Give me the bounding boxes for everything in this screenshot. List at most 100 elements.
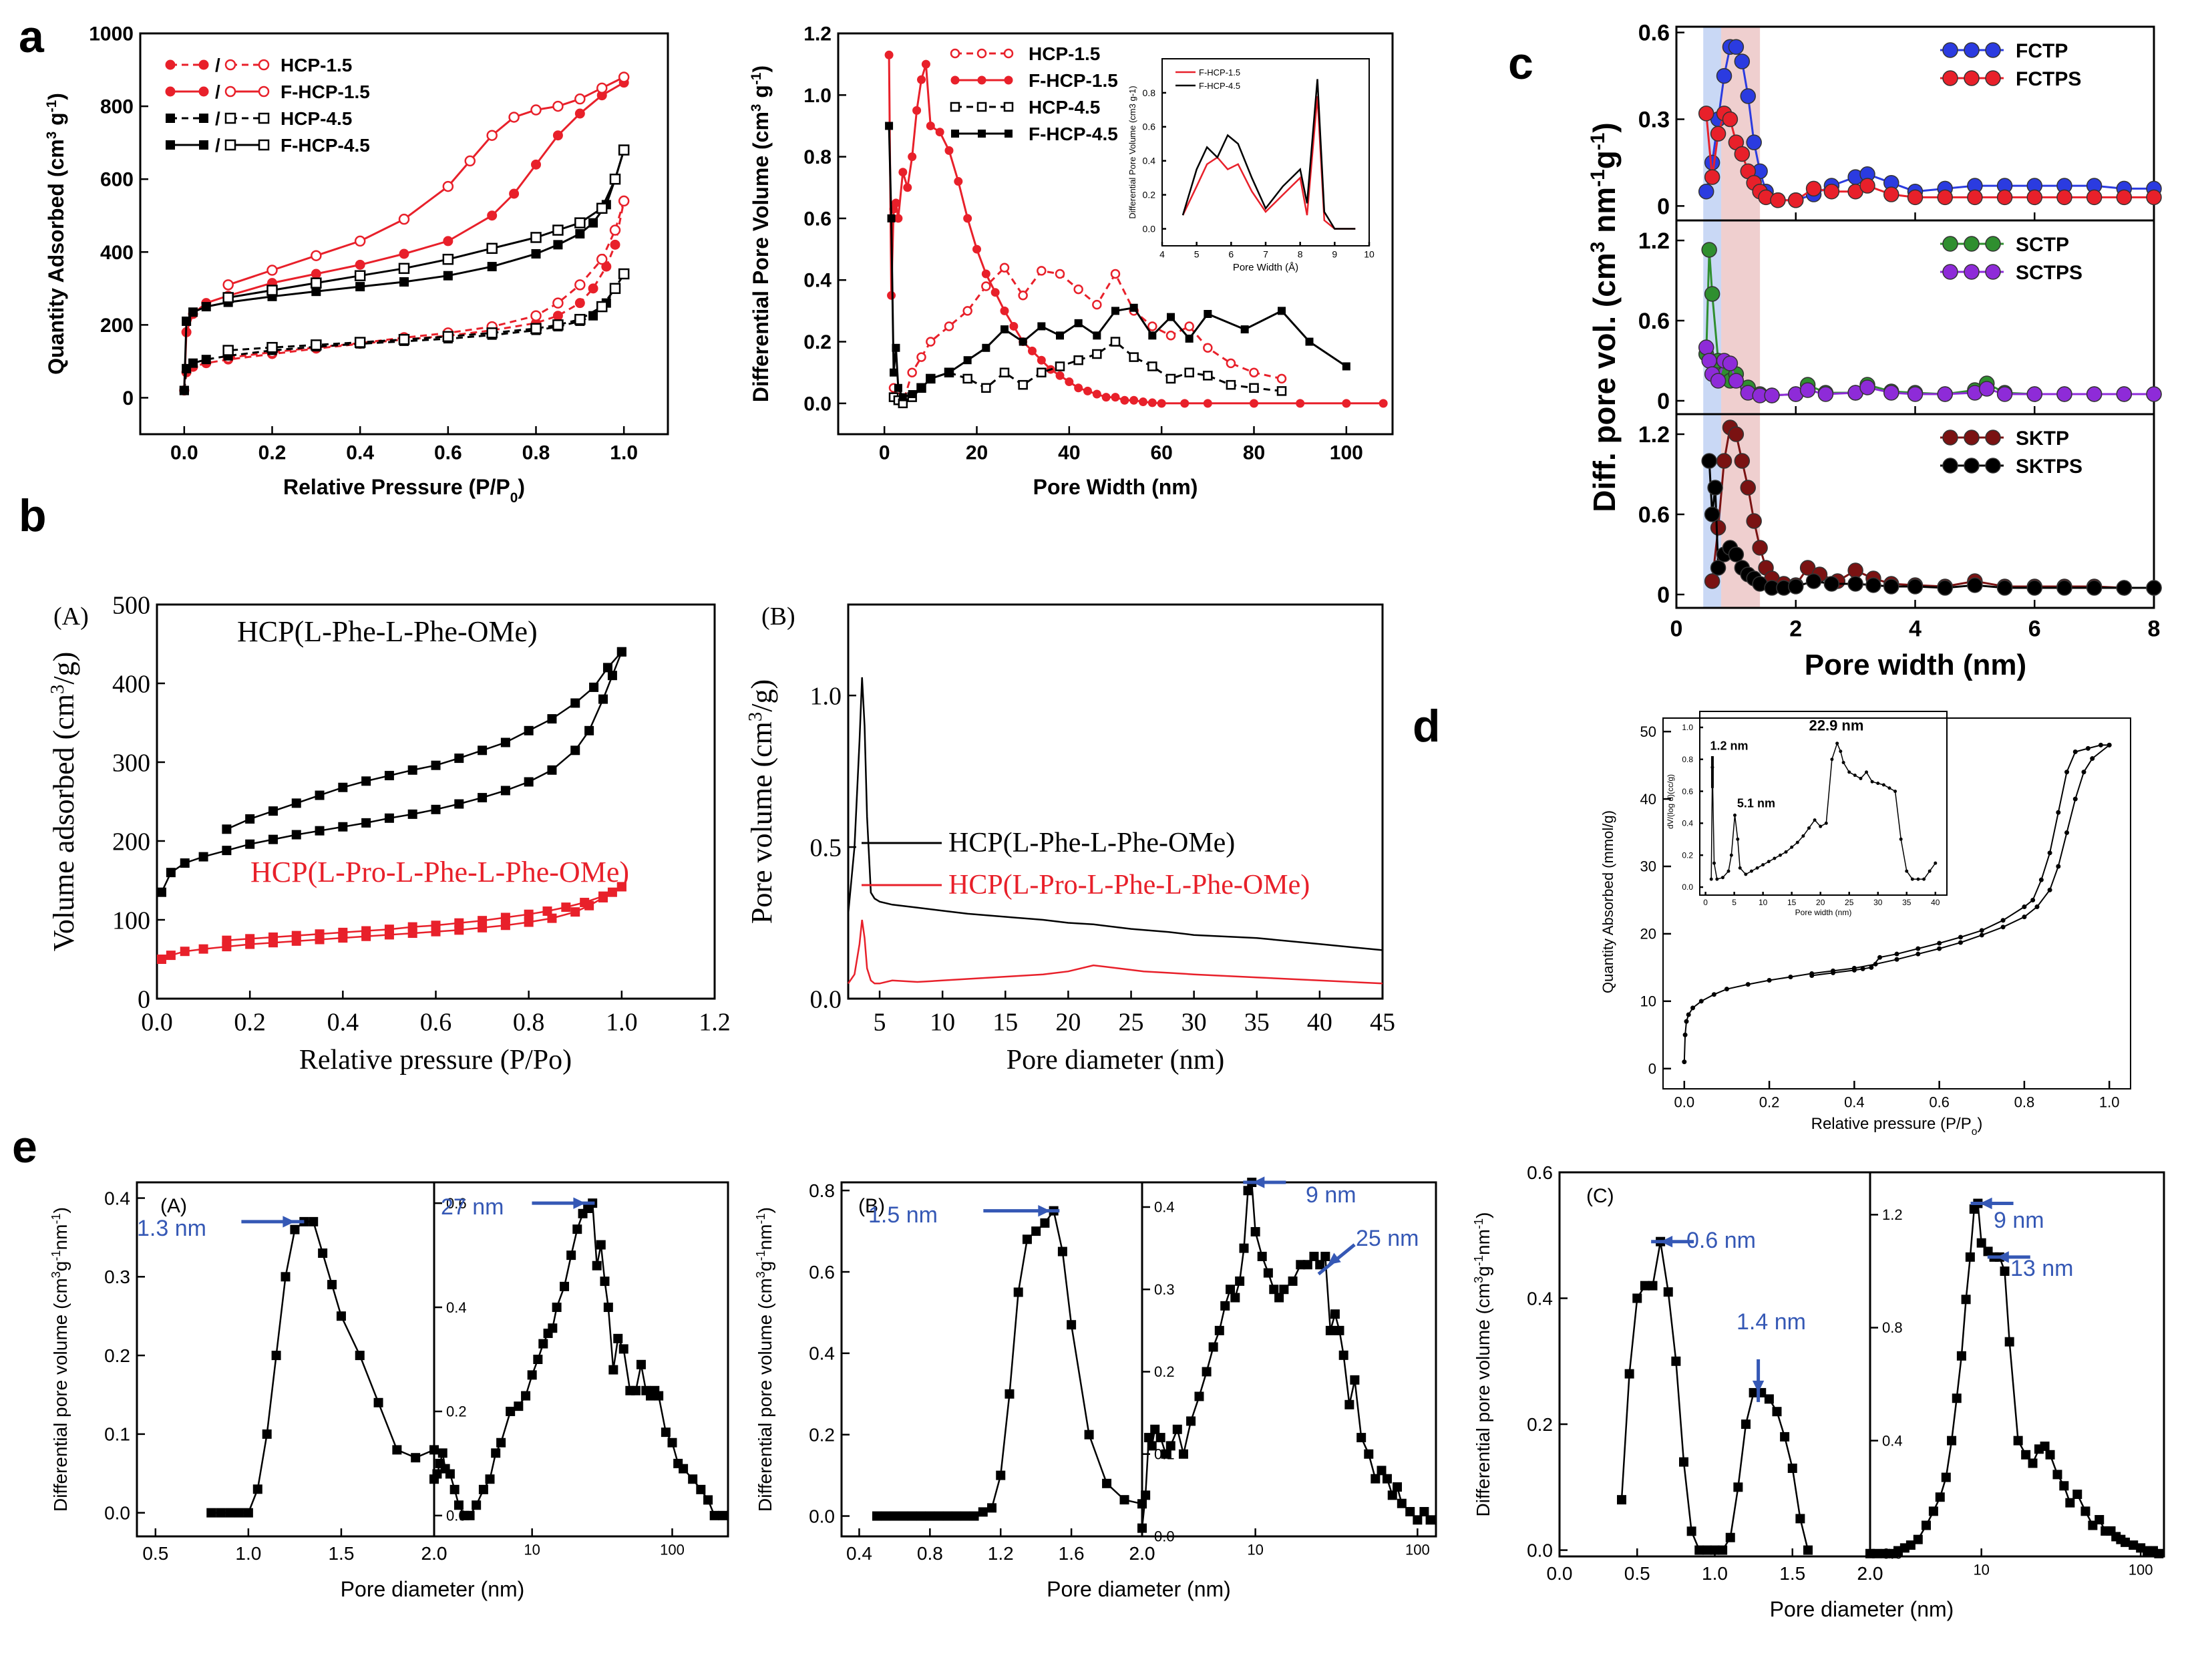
label-part: 3 (749, 104, 764, 112)
data-point (1240, 325, 1249, 334)
data-point (1726, 869, 1730, 873)
data-point (1425, 1515, 1435, 1525)
data-point (1795, 840, 1799, 844)
data-point (574, 108, 585, 119)
data-point (1956, 1351, 1966, 1361)
x-tick-label: 35 (1244, 1009, 1270, 1037)
label-part: ) (1473, 1212, 1493, 1218)
y-tick-label: 0.6 (446, 1195, 467, 1212)
y-tick-label: 20 (1640, 926, 1656, 943)
data-point (1801, 834, 1805, 838)
x-tick-label: 0.6 (1929, 1094, 1950, 1111)
data-point (1881, 783, 1885, 787)
series-line-f-hcp-4-5 (888, 126, 1347, 399)
data-point (1073, 355, 1083, 365)
label-part: -1 (44, 100, 59, 113)
data-point (2056, 864, 2061, 869)
data-point (580, 898, 590, 908)
data-point (1716, 67, 1733, 84)
data-point (2056, 580, 2072, 596)
y-tick-label: 1.2 (1882, 1206, 1903, 1223)
data-point (1745, 982, 1751, 987)
data-point (1871, 1548, 1881, 1558)
label-part: Relative pressure (P/P (1811, 1115, 1972, 1133)
legend-marker (1964, 458, 1980, 474)
annotation-label: 1.3 nm (137, 1216, 206, 1241)
plot-frame (1869, 1171, 2165, 1558)
x-tick-label: 45 (1370, 1009, 1395, 1037)
annotation: 22.9 nm (1809, 717, 1863, 734)
data-point (290, 1224, 300, 1234)
data-point (608, 1365, 618, 1375)
series-label: HCP(L-Pro-L-Phe-L-Phe-OMe) (250, 856, 629, 888)
annotation-label: 1.4 nm (1737, 1309, 1806, 1335)
data-point (454, 799, 464, 809)
data-point (616, 647, 626, 657)
y-tick-label: 1000 (89, 23, 134, 45)
data-point (1148, 331, 1157, 340)
data-point (530, 323, 542, 335)
data-point (1648, 1281, 1658, 1291)
data-point (1807, 826, 1811, 830)
y-tick-label: 0.6 (1638, 21, 1670, 46)
annotation-label: 13 nm (2010, 1256, 2074, 1281)
data-point (908, 152, 917, 162)
y-tick-label: 0.2 (1682, 850, 1693, 860)
data-point (407, 809, 417, 819)
data-point (530, 232, 542, 243)
data-point (2064, 830, 2070, 836)
annotation: 1.2 nm (1710, 739, 1748, 752)
legend-marker (1942, 70, 1958, 86)
data-point (1334, 1325, 1344, 1335)
data-point (552, 224, 564, 236)
legend-label: HCP-1.5 (1029, 43, 1100, 64)
data-point (1161, 1449, 1171, 1459)
data-point (1728, 373, 1745, 389)
plot-frame (1141, 1181, 1437, 1538)
data-point (1009, 321, 1019, 331)
data-point (336, 1311, 346, 1321)
x-tick-label: 15 (992, 1009, 1018, 1037)
inset-legend-label: F-HCP-4.5 (1199, 81, 1240, 91)
data-point (222, 824, 232, 834)
legend-label: HCP(L-Pro-L-Phe-L-Phe-OMe) (948, 870, 1310, 900)
data-point (962, 306, 972, 316)
data-point (156, 887, 166, 897)
data-point (1092, 349, 1102, 359)
legend-label: HCP-4.5 (1029, 97, 1100, 118)
data-point (1799, 382, 1816, 398)
legend-marker (1985, 70, 2001, 86)
data-point (478, 1484, 488, 1494)
data-point (524, 909, 534, 919)
data-point (1755, 866, 1759, 870)
chart-e-b: 0.4 0.8 1.2 1.6 2.00.00.20.40.60.810 1000.00.… (754, 1176, 1437, 1601)
x-tick-label: 2.0 (421, 1543, 447, 1564)
x-axis-label: Pore diameter (nm) (1770, 1597, 1954, 1621)
label-part: -1 (1587, 169, 1609, 187)
data-point (1778, 853, 1782, 857)
x-tick-label: 0 (879, 442, 890, 464)
x-tick-label: 0.8 (513, 1009, 545, 1037)
x-tick-label: 7 (1263, 249, 1268, 260)
data-point (315, 929, 325, 939)
data-point (1720, 876, 1724, 880)
x-tick-label: 0.4 (846, 1543, 872, 1564)
data-point (1276, 386, 1287, 396)
data-point (1698, 339, 1714, 355)
data-point (574, 93, 586, 105)
data-point (407, 765, 417, 775)
y-tick-label: 0.6 (1638, 502, 1670, 528)
data-point (258, 139, 270, 151)
legend-label: F-HCP-4.5 (1029, 124, 1118, 144)
data-point (2034, 904, 2040, 910)
x-tick-label: 1.6 (1059, 1543, 1085, 1564)
data-point (1772, 1407, 1782, 1417)
data-point (921, 59, 930, 69)
x-tick-label: 6 (2028, 617, 2041, 642)
legend-marker (1942, 236, 1958, 252)
data-point (530, 104, 542, 116)
data-point (602, 663, 612, 673)
data-point (574, 217, 586, 228)
data-point (2085, 745, 2090, 751)
label-part: Pore volume (cm (745, 721, 778, 924)
